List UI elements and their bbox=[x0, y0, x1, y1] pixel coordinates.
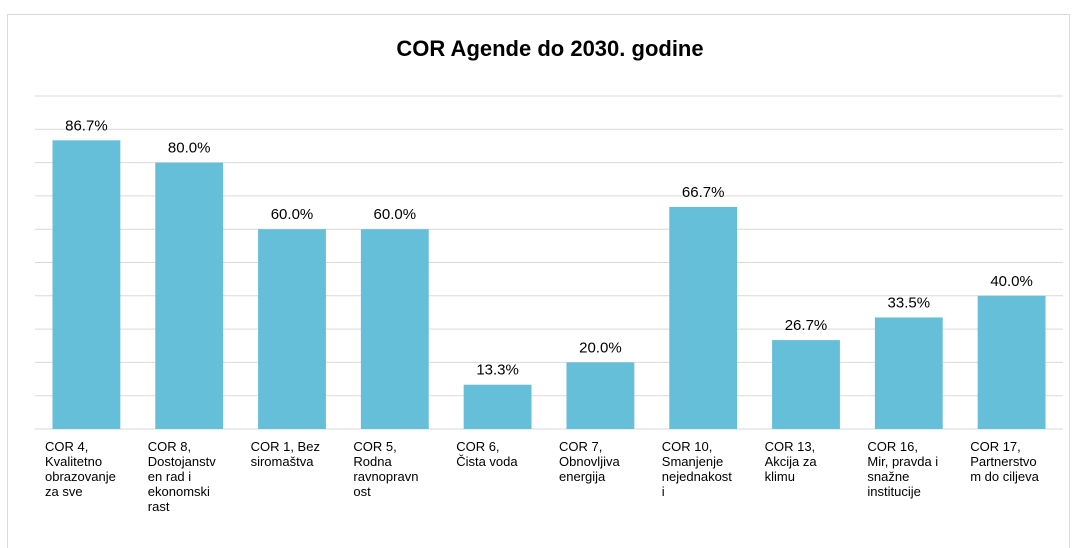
bar bbox=[566, 362, 635, 429]
x-tick-label: COR 16, Mir, pravda i snažne institucije bbox=[867, 439, 939, 499]
bar bbox=[155, 162, 224, 429]
bar bbox=[977, 295, 1046, 429]
data-label: 40.0% bbox=[990, 273, 1033, 290]
data-label: 66.7% bbox=[682, 184, 725, 201]
x-tick-label: COR 4, Kvalitetno obrazovanje za sve bbox=[45, 439, 116, 499]
bar bbox=[463, 384, 532, 429]
data-label: 20.0% bbox=[579, 339, 622, 356]
bar bbox=[874, 317, 943, 429]
x-tick-label: COR 1, Bez siromaštva bbox=[250, 439, 320, 469]
x-tick-label: COR 8, Dostojanstven rad i ekonomski ras… bbox=[147, 439, 216, 514]
bar bbox=[258, 229, 326, 429]
data-label: 80.0% bbox=[168, 140, 211, 157]
bar bbox=[669, 206, 738, 429]
data-label: 60.0% bbox=[374, 206, 417, 223]
data-label: 33.5% bbox=[888, 294, 931, 311]
data-label: 60.0% bbox=[271, 206, 314, 223]
x-tick-label: COR 13, Akcija za klimu bbox=[764, 439, 817, 484]
x-tick-label: COR 10, Smanjenje nejednakosti bbox=[661, 439, 732, 499]
bar bbox=[360, 229, 429, 429]
x-tick-label: COR 17, Partnerstvom do ciljeva bbox=[970, 439, 1039, 484]
data-label: 86.7% bbox=[65, 117, 108, 134]
data-label: 13.3% bbox=[476, 362, 519, 379]
x-tick-label: COR 5, Rodna ravnopravnost bbox=[353, 439, 419, 499]
bar bbox=[52, 140, 121, 429]
data-label: 26.7% bbox=[785, 317, 828, 334]
chart-title: COR Agende do 2030. godine bbox=[396, 36, 703, 61]
x-tick-label: COR 6, Čista voda bbox=[456, 439, 518, 469]
bar bbox=[772, 340, 840, 429]
x-tick-label: COR 7, Obnovljiva energija bbox=[559, 439, 620, 484]
